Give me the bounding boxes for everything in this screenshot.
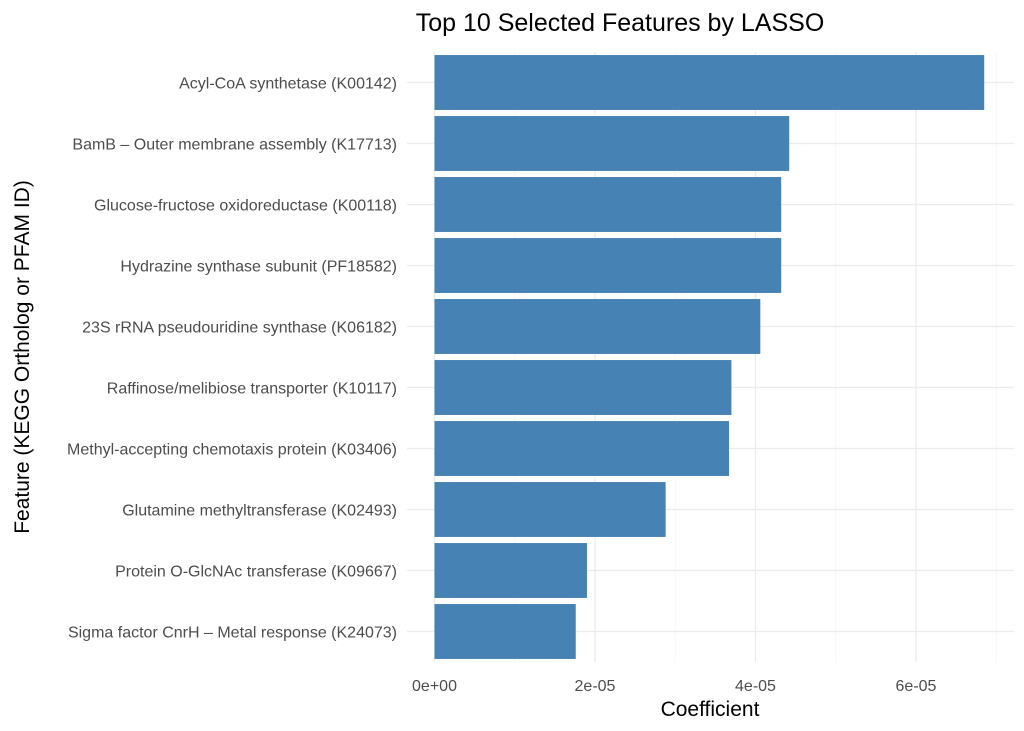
category-label: Protein O-GlcNAc transferase (K09667) <box>115 564 397 581</box>
x-axis-title: Coefficient <box>661 698 760 721</box>
category-label: Methyl-accepting chemotaxis protein (K03… <box>67 442 397 459</box>
category-label: Acyl-CoA synthetase (K00142) <box>179 76 397 93</box>
bar <box>434 360 732 415</box>
x-tick-label: 4e-05 <box>735 678 776 695</box>
x-tick-label: 2e-05 <box>575 678 616 695</box>
bar <box>434 238 782 293</box>
category-label: Hydrazine synthase subunit (PF18582) <box>120 259 397 276</box>
x-tick-label: 0e+00 <box>412 678 457 695</box>
bar <box>434 482 666 537</box>
bar <box>434 177 782 232</box>
category-label: Raffinose/melibiose transporter (K10117) <box>107 381 397 398</box>
category-label: Glucose-fructose oxidoreductase (K00118) <box>94 198 397 215</box>
bar <box>434 421 730 476</box>
category-label: BamB – Outer membrane assembly (K17713) <box>72 137 397 154</box>
category-label: 23S rRNA pseudouridine synthase (K06182) <box>82 320 397 337</box>
x-tick-label: 6e-05 <box>896 678 937 695</box>
category-label: Glutamine methyltransferase (K02493) <box>122 503 397 520</box>
bar <box>434 116 790 171</box>
bars <box>434 55 985 659</box>
category-label: Sigma factor CnrH – Metal response (K240… <box>68 625 397 642</box>
chart-title: Top 10 Selected Features by LASSO <box>416 9 825 37</box>
bar <box>434 55 985 110</box>
y-axis-title: Feature (KEGG Ortholog or PFAM ID) <box>11 180 34 534</box>
bar <box>434 604 576 659</box>
y-axis-labels: Acyl-CoA synthetase (K00142) BamB – Outer… <box>67 76 397 642</box>
bar <box>434 299 761 354</box>
bar <box>434 543 587 598</box>
x-axis-tick-labels: 0e+00 2e-05 4e-05 6e-05 <box>412 678 937 695</box>
